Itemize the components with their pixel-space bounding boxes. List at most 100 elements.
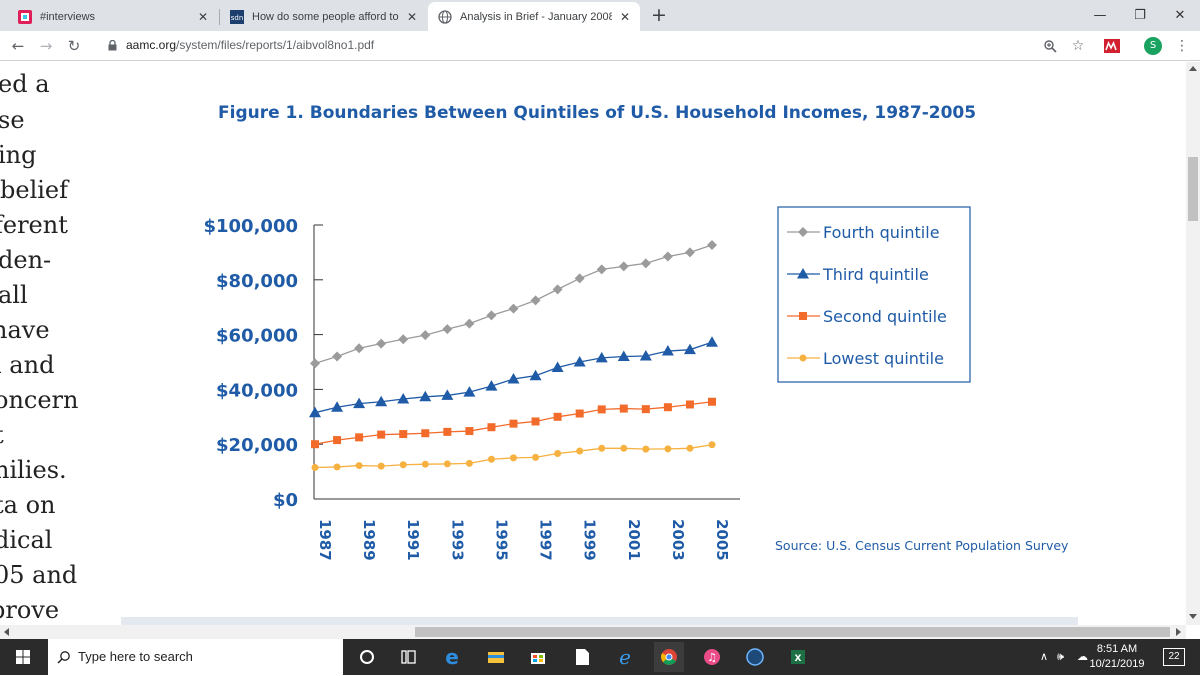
triangle-marker (595, 351, 608, 363)
search-icon (57, 651, 70, 664)
tab-interviews[interactable]: #interviews ✕ (8, 2, 218, 31)
notification-center-icon[interactable]: 22 (1163, 648, 1185, 666)
x-tick-label: 1991 (404, 519, 422, 561)
restore-button[interactable]: ❐ (1134, 8, 1146, 23)
extension-icon[interactable] (1102, 36, 1122, 56)
legend-box (777, 206, 971, 383)
circle-marker (532, 453, 540, 461)
browser-toolbar: ← → ↻ aamc.org/system/files/reports/1/ai… (0, 31, 1200, 61)
bookmark-star-icon[interactable]: ☆ (1071, 38, 1085, 54)
legend-label: Third quintile (822, 265, 929, 284)
start-button[interactable] (8, 642, 38, 672)
address-bar[interactable]: aamc.org/system/files/reports/1/aibvol8n… (100, 34, 1095, 58)
x-tick-label: 1989 (360, 519, 378, 561)
chart-source: Source: U.S. Census Current Population S… (775, 538, 1069, 553)
circle-marker (576, 447, 584, 455)
url-text: aamc.org/system/files/reports/1/aibvol8n… (126, 38, 374, 52)
task-view-icon[interactable] (393, 642, 423, 672)
triangle-marker (507, 372, 520, 384)
close-tab-icon[interactable]: ✕ (406, 9, 418, 24)
close-tab-icon[interactable]: ✕ (197, 9, 209, 24)
circle-marker (355, 462, 363, 470)
itunes-icon[interactable]: ♫ (697, 642, 727, 672)
profile-avatar[interactable]: S (1143, 36, 1163, 56)
excel-icon[interactable]: X (783, 642, 813, 672)
app-icon[interactable] (740, 642, 770, 672)
back-button[interactable]: ← (11, 37, 25, 55)
tab-analysis-in-brief[interactable]: Analysis in Brief - January 2008: D ✕ (428, 2, 640, 31)
store-icon[interactable] (523, 642, 553, 672)
close-tab-icon[interactable]: ✕ (619, 9, 631, 24)
circle-marker (510, 454, 517, 462)
circle-marker (799, 354, 807, 362)
menu-kebab-icon[interactable]: ⋮ (1175, 38, 1189, 54)
edge-icon[interactable]: e (437, 642, 467, 672)
y-tick-label: $60,000 (216, 326, 298, 347)
globe-icon (438, 9, 452, 24)
tab-label: Analysis in Brief - January 2008: D (460, 10, 612, 23)
triangle-marker (375, 395, 388, 407)
reload-button[interactable]: ↻ (67, 37, 81, 55)
body-text-line: den- (0, 246, 52, 274)
triangle-marker (706, 336, 718, 347)
new-tab-button[interactable]: + (651, 4, 667, 26)
square-marker (799, 312, 807, 320)
triangle-marker (353, 397, 366, 409)
circle-marker (421, 460, 429, 468)
horizontal-scrollbar[interactable] (0, 625, 1186, 639)
chrome-icon[interactable] (654, 642, 684, 672)
tab-label: How do some people afford to go (252, 10, 399, 23)
tray-chevron-icon[interactable]: ∧ (1040, 650, 1049, 663)
pdf-page: ed a se ing belief ferent den-all have l and on… (0, 62, 1186, 625)
document-icon[interactable] (567, 642, 597, 672)
circle-marker (399, 461, 407, 469)
vertical-scrollbar[interactable] (1186, 62, 1200, 625)
scroll-right-arrow-icon[interactable] (1176, 628, 1181, 636)
triangle-marker (331, 401, 344, 412)
scroll-left-arrow-icon[interactable] (4, 628, 9, 636)
triangle-marker (573, 356, 586, 367)
tab-bar: #interviews ✕ sdn How do some people aff… (0, 0, 1200, 31)
square-marker (575, 409, 584, 418)
volume-icon[interactable]: 🕪 (1057, 650, 1064, 663)
circle-marker (620, 444, 628, 452)
square-marker (311, 440, 319, 449)
scroll-down-arrow-icon[interactable] (1189, 614, 1197, 619)
square-marker (487, 423, 496, 432)
diamond-marker (420, 330, 431, 341)
x-tick-label: 1993 (448, 519, 466, 561)
minimize-button[interactable]: — (1093, 8, 1107, 23)
diamond-marker (552, 284, 563, 295)
y-tick-label: $80,000 (216, 271, 298, 292)
tab-separator (219, 9, 220, 25)
tab-afford[interactable]: sdn How do some people afford to go ✕ (220, 2, 427, 31)
lock-icon (108, 40, 117, 51)
diamond-marker (574, 273, 585, 284)
scroll-up-arrow-icon[interactable] (1189, 66, 1197, 71)
triangle-marker (309, 406, 321, 418)
horizontal-scroll-thumb[interactable] (415, 627, 1170, 637)
triangle-marker (441, 389, 454, 400)
circle-marker (686, 444, 694, 452)
file-explorer-icon[interactable] (481, 642, 511, 672)
forward-button[interactable]: → (39, 37, 53, 55)
circle-marker (311, 463, 319, 471)
triangle-marker (463, 386, 476, 397)
square-marker (531, 417, 540, 426)
system-clock[interactable]: 8:51 AM 10/21/2019 (1082, 642, 1152, 672)
triangle-marker (797, 268, 809, 279)
cortana-icon[interactable] (352, 642, 382, 672)
body-text-line: l and (0, 351, 55, 379)
square-marker (333, 436, 342, 445)
body-text-line: ta on (0, 491, 56, 519)
zoom-icon[interactable] (1040, 36, 1060, 56)
triangle-marker (661, 345, 674, 356)
diamond-marker (398, 334, 409, 345)
circle-marker (465, 459, 473, 467)
onedrive-icon[interactable]: ☁ (1077, 650, 1088, 663)
vertical-scroll-thumb[interactable] (1188, 157, 1198, 221)
internet-explorer-icon[interactable]: e (610, 642, 640, 672)
close-window-button[interactable]: ✕ (1174, 8, 1186, 23)
square-marker (509, 419, 518, 428)
taskbar-search-box[interactable]: Type here to search (48, 639, 343, 675)
